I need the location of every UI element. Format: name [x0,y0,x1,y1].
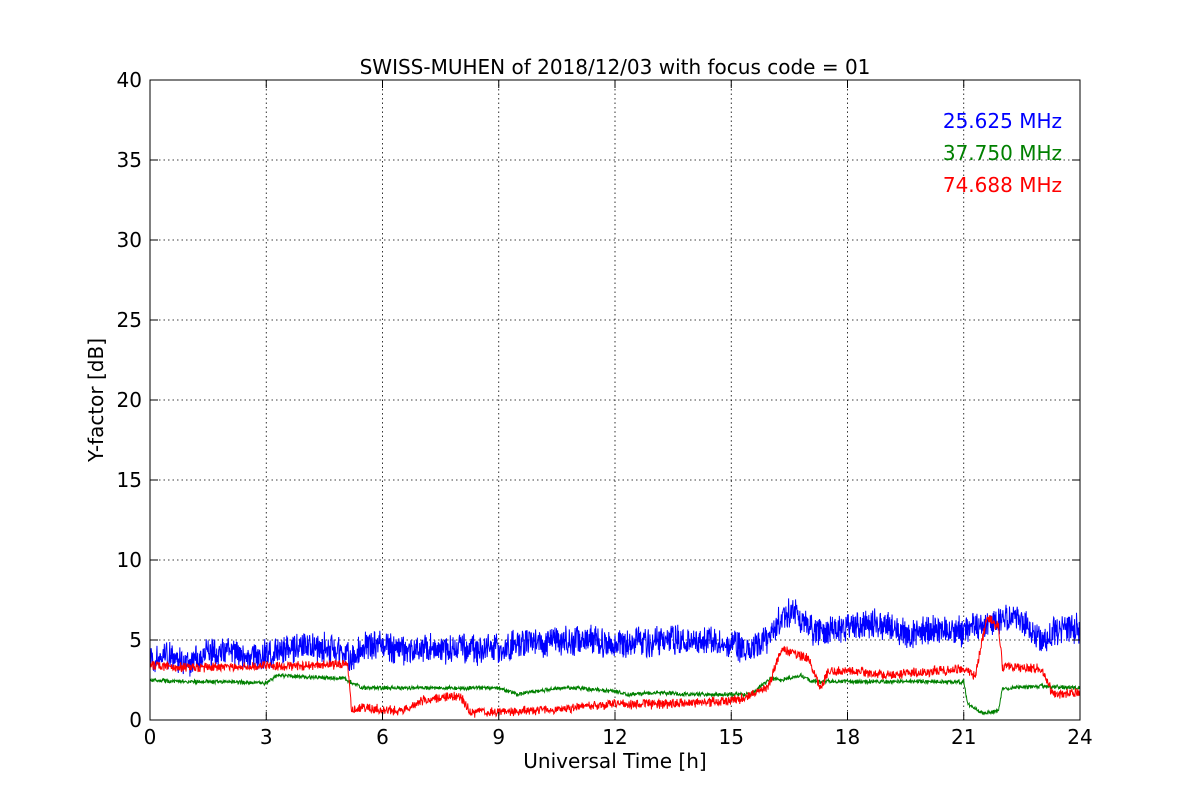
x-tick-label: 21 [951,725,976,749]
x-tick-label: 6 [376,725,389,749]
x-tick-label: 3 [260,725,273,749]
ticks: 0 3 6 9 12 15 18 21 24 0 5 10 15 20 25 30 35 40 [117,68,1093,749]
y-tick-label: 5 [129,628,142,652]
legend-entry-0: 25.625 MHz [943,109,1062,133]
legend-entry-1: 37.750 MHz [943,141,1062,165]
series-line-1 [149,672,1081,716]
y-tick-label: 35 [117,148,142,172]
series-layer [149,598,1081,718]
y-tick-label: 20 [117,388,142,412]
y-tick-label: 30 [117,228,142,252]
x-axis-label: Universal Time [h] [523,749,706,773]
y-tick-label: 25 [117,308,142,332]
y-tick-label: 15 [117,468,142,492]
series-line-0 [149,598,1081,677]
legend: 25.625 MHz 37.750 MHz 74.688 MHz [943,109,1062,197]
x-tick-label: 18 [835,725,860,749]
chart-title: SWISS-MUHEN of 2018/12/03 with focus cod… [360,55,871,79]
x-tick-label: 15 [719,725,744,749]
y-tick-label: 0 [129,708,142,732]
x-tick-label: 12 [602,725,627,749]
grid [150,80,1080,720]
x-tick-label: 24 [1067,725,1092,749]
y-tick-label: 40 [117,68,142,92]
x-tick-label: 0 [144,725,157,749]
y-tick-label: 10 [117,548,142,572]
y-axis-label: Y-factor [dB] [84,338,108,463]
x-tick-label: 9 [492,725,505,749]
legend-entry-2: 74.688 MHz [943,173,1062,197]
series-line-2 [149,615,1081,718]
